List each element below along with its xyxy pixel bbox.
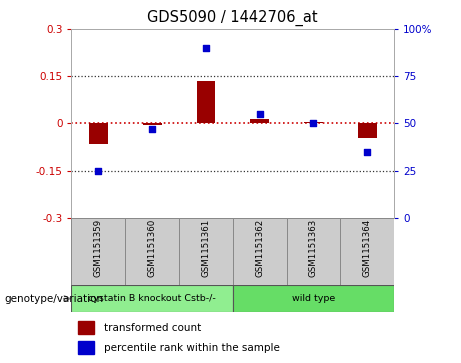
Bar xyxy=(233,285,394,312)
Text: GSM1151364: GSM1151364 xyxy=(363,219,372,277)
Point xyxy=(364,149,371,155)
Bar xyxy=(78,341,94,354)
Bar xyxy=(304,122,323,123)
Bar xyxy=(71,285,233,312)
Bar xyxy=(340,218,394,285)
Text: GSM1151362: GSM1151362 xyxy=(255,219,264,277)
Point xyxy=(95,168,102,174)
Bar xyxy=(358,123,377,138)
Text: transformed count: transformed count xyxy=(104,323,201,333)
Bar xyxy=(125,218,179,285)
Point xyxy=(256,111,263,117)
Point xyxy=(202,45,210,51)
Bar xyxy=(71,218,125,285)
Text: wild type: wild type xyxy=(292,294,335,303)
Text: percentile rank within the sample: percentile rank within the sample xyxy=(104,343,280,352)
Bar xyxy=(196,81,215,123)
Text: cystatin B knockout Cstb-/-: cystatin B knockout Cstb-/- xyxy=(88,294,216,303)
Text: GSM1151359: GSM1151359 xyxy=(94,219,103,277)
Point xyxy=(310,121,317,126)
Text: GSM1151363: GSM1151363 xyxy=(309,219,318,277)
Bar xyxy=(250,119,269,123)
Title: GDS5090 / 1442706_at: GDS5090 / 1442706_at xyxy=(148,10,318,26)
Point xyxy=(148,126,156,132)
Bar xyxy=(78,321,94,334)
Text: GSM1151361: GSM1151361 xyxy=(201,219,210,277)
Bar xyxy=(287,218,340,285)
Bar xyxy=(233,218,287,285)
Bar xyxy=(89,123,108,144)
Text: GSM1151360: GSM1151360 xyxy=(148,219,157,277)
Bar xyxy=(179,218,233,285)
Text: genotype/variation: genotype/variation xyxy=(5,294,104,303)
Bar xyxy=(143,123,161,125)
